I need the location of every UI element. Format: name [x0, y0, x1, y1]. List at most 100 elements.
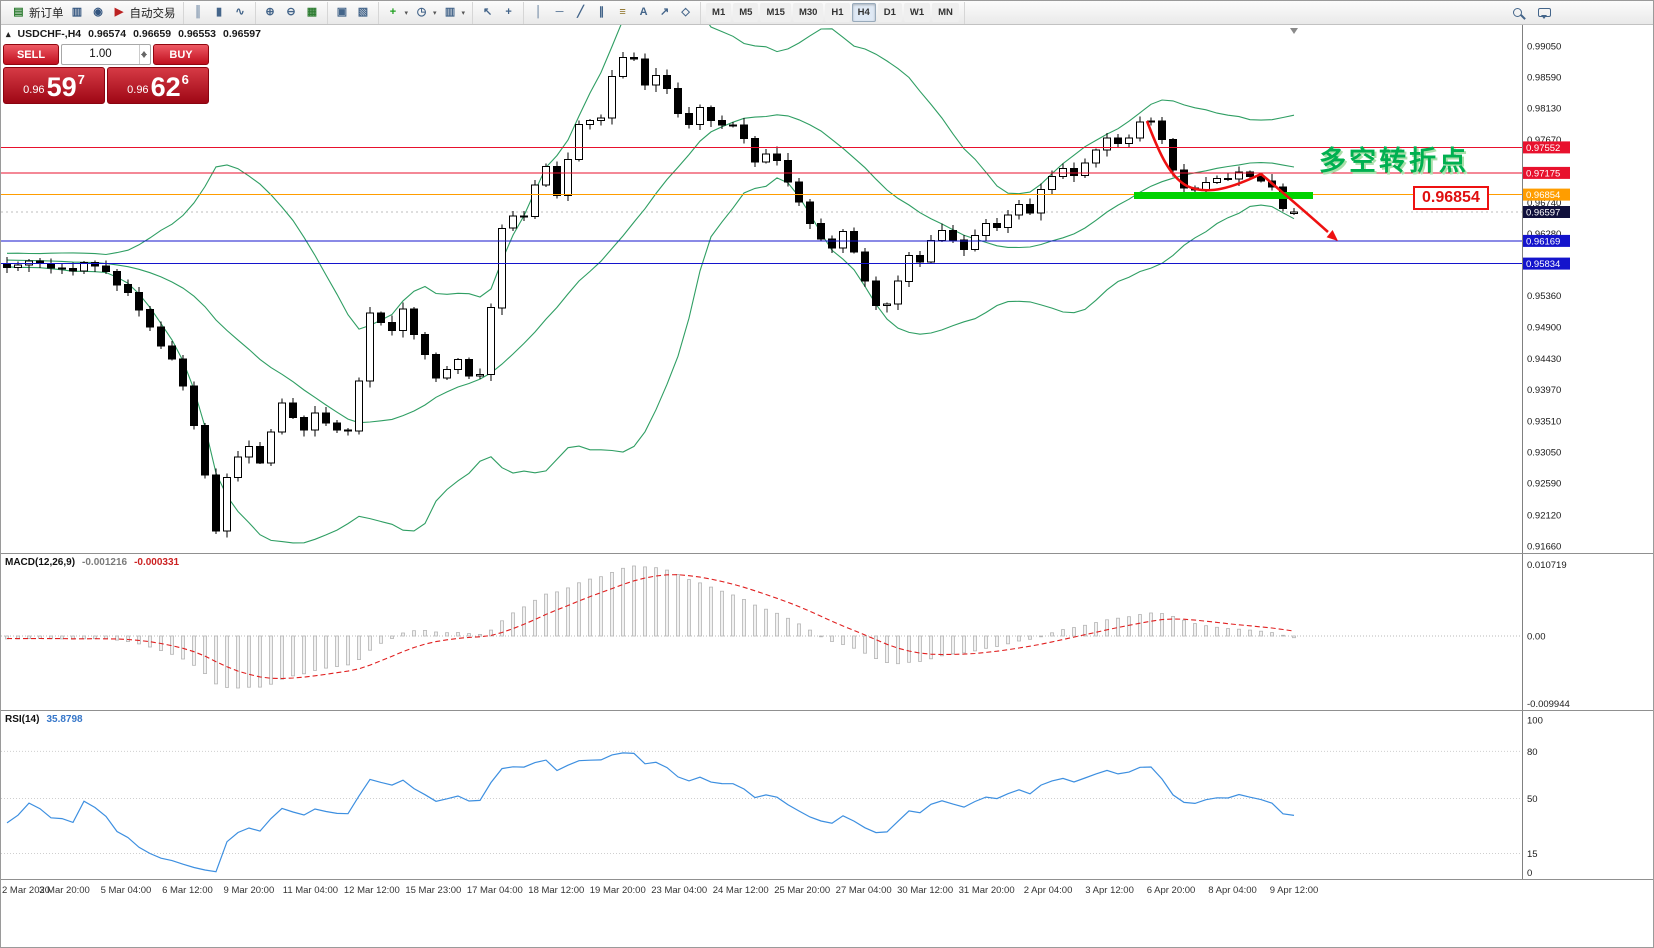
tile-windows-icon[interactable]: ▣	[332, 4, 353, 21]
timeframe-button-d1[interactable]: D1	[877, 3, 902, 22]
sell-price-button[interactable]: 0.96 59 7	[3, 67, 105, 104]
auto-arrange-icon[interactable]: ▧	[353, 4, 374, 21]
icon-glyph: +	[389, 6, 397, 18]
icon-glyph	[1513, 8, 1522, 17]
periods-menu-button[interactable]: ◷ ▾	[411, 4, 440, 21]
trend-arrow-head	[1326, 230, 1338, 241]
candle-down	[69, 268, 77, 272]
macd-histogram-bar	[302, 635, 306, 675]
fibonacci-icon[interactable]: ≡	[612, 4, 633, 21]
toolbar-group-zoom: ⊕ ⊖ ▦	[256, 1, 328, 24]
grid-icon[interactable]: ▦	[302, 4, 323, 21]
macd-histogram-bar	[786, 617, 790, 637]
candle-down	[421, 333, 429, 355]
candle-down	[124, 284, 132, 293]
bar-chart-icon[interactable]: ║	[188, 4, 209, 21]
time-axis-label: 8 Apr 04:00	[1208, 885, 1257, 896]
macd-histogram-bar	[335, 635, 339, 667]
market-watch-icon[interactable]: ▥	[67, 4, 88, 21]
chart-symbol-period: USDCHF-,H4	[17, 28, 82, 40]
macd-histogram-bar	[654, 567, 658, 637]
support-highlight-band[interactable]	[1134, 192, 1313, 199]
price-axis[interactable]: 0.99050 0.98590 0.98130 0.97670 0.96740 0.962…	[1, 25, 1654, 880]
spinner-up-icon[interactable]	[140, 45, 150, 55]
candle-down	[674, 87, 682, 114]
chevron-down-icon[interactable]: ▾	[433, 9, 437, 17]
candle-up	[696, 106, 704, 126]
icon-glyph: ▦	[306, 6, 318, 18]
macd-histogram-bar	[830, 635, 834, 642]
icon-glyph	[1538, 8, 1551, 19]
macd-histogram-bar	[511, 612, 515, 637]
buy-price-button[interactable]: 0.96 62 6	[107, 67, 209, 104]
trend-arrow[interactable]	[1145, 120, 1329, 233]
macd-histogram-bar	[665, 569, 669, 637]
cursor-icon[interactable]: ↖	[477, 4, 498, 21]
candle-up	[652, 74, 660, 86]
macd-histogram-bar	[1039, 635, 1043, 638]
macd-indicator-label: MACD(12,26,9) -0.001216 -0.000331	[5, 557, 179, 568]
timeframe-button-h4[interactable]: H4	[851, 3, 876, 22]
candle-down	[432, 354, 440, 379]
candle-down	[685, 112, 693, 126]
text-tool-button[interactable]: A	[633, 4, 654, 21]
chevron-down-icon[interactable]: ▾	[404, 9, 409, 17]
volume-value[interactable]: 1.00	[89, 48, 112, 60]
candle-down	[949, 229, 957, 241]
macd-histogram-bar	[1193, 623, 1197, 637]
candle-up	[1213, 177, 1221, 183]
timeframe-button-mn[interactable]: MN	[932, 3, 959, 22]
icon-glyph: ⊖	[286, 6, 296, 18]
candle-down	[707, 106, 715, 122]
buy-button[interactable]: BUY	[153, 44, 209, 65]
candlestick-chart-icon[interactable]: ▮	[209, 4, 230, 21]
macd-histogram-bar	[379, 635, 383, 644]
templates-menu-button[interactable]: ▥ ▾	[440, 4, 469, 21]
one-click-trading-panel: SELL 1.00 BUY 0.96 59 7 0.96 62 6	[3, 44, 209, 104]
navigator-icon[interactable]: ◉	[88, 4, 109, 21]
vertical-line-icon[interactable]: │	[528, 4, 549, 21]
zoom-in-icon[interactable]: ⊕	[260, 4, 281, 21]
volume-field[interactable]: 1.00	[61, 44, 151, 65]
timeframe-button-m30[interactable]: M30	[792, 3, 824, 22]
horizontal-line-icon[interactable]: ─	[549, 4, 570, 21]
macd-histogram-bar	[1171, 616, 1175, 637]
symbol-search-icon[interactable]	[1510, 7, 1525, 18]
channel-icon[interactable]: ∥	[591, 4, 612, 21]
arrow-tool-icon[interactable]: ↗	[654, 4, 675, 21]
icon-glyph: ◷	[416, 6, 427, 18]
timeframe-button-m15[interactable]: M15	[760, 3, 791, 22]
chat-icon[interactable]	[1535, 7, 1554, 19]
new-order-button[interactable]: ▤ 新订单	[8, 4, 67, 22]
candle-up	[509, 215, 517, 229]
trendline-icon[interactable]: ╱	[570, 4, 591, 21]
volume-spinner[interactable]	[139, 45, 150, 64]
chart-shift-marker[interactable]	[1290, 28, 1298, 34]
timeframe-button-w1[interactable]: W1	[903, 3, 931, 22]
icon-glyph: ─	[555, 6, 564, 18]
zoom-out-icon[interactable]: ⊖	[281, 4, 302, 21]
timeframe-button-h1[interactable]: H1	[825, 3, 850, 22]
candle-down	[256, 446, 264, 464]
turning-point-annotation: 多空转折点	[1319, 146, 1469, 176]
crosshair-icon[interactable]: +	[498, 4, 519, 21]
candle-up	[619, 57, 627, 78]
chevron-down-icon[interactable]: ▾	[461, 9, 466, 17]
candle-down	[377, 312, 385, 324]
rsi-axis-label: 80	[1527, 747, 1538, 758]
sell-button[interactable]: SELL	[3, 44, 59, 65]
line-chart-icon[interactable]: ∿	[230, 4, 251, 21]
auto-trading-button[interactable]: ▶ 自动交易	[109, 4, 179, 22]
toolbar-group-trading: ▤ 新订单 ▥ ◉ ▶ 自动交易	[4, 1, 184, 24]
candle-down	[102, 265, 110, 272]
icon-glyph: ▤	[13, 6, 24, 18]
timeframe-button-m1[interactable]: M1	[706, 3, 732, 22]
shapes-tool-icon[interactable]: ◇	[675, 4, 696, 21]
indicators-menu-button[interactable]: + ▾	[383, 4, 412, 21]
one-click-panel-toggle-icon[interactable]: ▴	[6, 28, 11, 39]
timeframe-button-m5[interactable]: M5	[733, 3, 759, 22]
spinner-down-icon[interactable]	[140, 54, 150, 65]
macd-histogram-bar	[940, 635, 944, 657]
